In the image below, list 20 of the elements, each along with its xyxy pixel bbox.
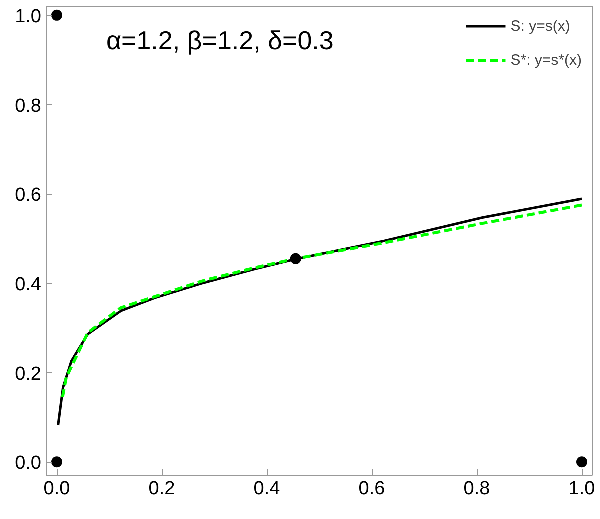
legend-label: S: y=s(x) bbox=[510, 18, 570, 34]
y-tick-label: 0.2 bbox=[15, 364, 42, 385]
point bbox=[52, 10, 62, 21]
y-tick-label: 0.6 bbox=[15, 185, 42, 206]
legend-label: S*: y=s*(x) bbox=[510, 52, 582, 68]
y-tick-label: 0.4 bbox=[15, 274, 42, 296]
line-series bbox=[61, 204, 584, 399]
x-tick-label: 0.0 bbox=[44, 478, 70, 500]
x-tick-label: 1.0 bbox=[568, 478, 596, 500]
y-tick-label: 0.0 bbox=[15, 453, 42, 474]
point bbox=[52, 456, 62, 468]
x-tick-label: 0.4 bbox=[254, 478, 281, 500]
point bbox=[290, 253, 302, 264]
point bbox=[576, 456, 588, 468]
x-tick-label: 0.2 bbox=[148, 478, 176, 500]
y-tick-label: 0.8 bbox=[15, 96, 42, 117]
x-tick-label: 0.6 bbox=[358, 478, 386, 500]
x-tick-label: 0.8 bbox=[464, 478, 490, 500]
y-tick-label: 1.0 bbox=[15, 6, 42, 28]
annotation: α=1.2, β=1.2, δ=0.3 bbox=[106, 26, 334, 56]
